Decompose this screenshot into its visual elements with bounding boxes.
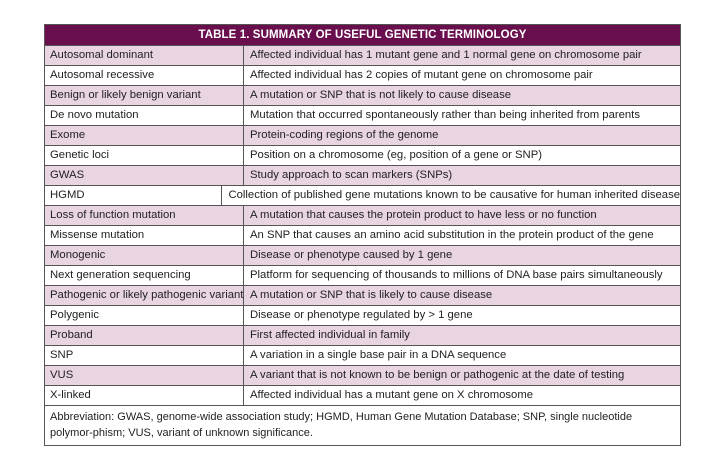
table-row: Polygenic Disease or phenotype regulated … xyxy=(45,305,680,325)
table-row: Pathogenic or likely pathogenic variant A… xyxy=(45,285,680,305)
table-row: Proband First affected individual in fami… xyxy=(45,325,680,345)
table-row: GWAS Study approach to scan markers (SNPs… xyxy=(45,165,680,185)
term-cell: X-linked xyxy=(45,386,244,405)
term-cell: Autosomal recessive xyxy=(45,66,244,85)
table-row: Genetic loci Position on a chromosome (eg… xyxy=(45,145,680,165)
definition-cell: Affected individual has 2 copies of muta… xyxy=(250,69,593,81)
definition-cell: Collection of published gene mutations k… xyxy=(228,189,680,201)
term-cell: GWAS xyxy=(45,166,244,185)
table-footnote: Abbreviation: GWAS, genome-wide associat… xyxy=(45,405,680,445)
term-cell: Exome xyxy=(45,126,244,145)
definition-cell: Platform for sequencing of thousands to … xyxy=(250,269,663,281)
table-title: TABLE 1. SUMMARY OF USEFUL GENETIC TERMI… xyxy=(45,25,680,45)
term-cell: Loss of function mutation xyxy=(45,206,244,225)
term-cell: SNP xyxy=(45,346,244,365)
table-row: SNP A variation in a single base pair in … xyxy=(45,345,680,365)
term-cell: Genetic loci xyxy=(45,146,244,165)
table-row: Autosomal dominant Affected individual ha… xyxy=(45,45,680,65)
definition-cell: Position on a chromosome (eg, position o… xyxy=(250,149,542,161)
definition-cell: Disease or phenotype regulated by > 1 ge… xyxy=(250,309,473,321)
definition-cell: Study approach to scan markers (SNPs) xyxy=(250,169,453,181)
table-row: Benign or likely benign variant A mutatio… xyxy=(45,85,680,105)
table-row: Loss of function mutation A mutation that… xyxy=(45,205,680,225)
definition-cell: A mutation that causes the protein produ… xyxy=(250,209,597,221)
table-row: Missense mutation An SNP that causes an a… xyxy=(45,225,680,245)
table-row: HGMD Collection of published gene mutatio… xyxy=(45,185,680,205)
term-cell: Monogenic xyxy=(45,246,244,265)
table-row: Exome Protein-coding regions of the genom… xyxy=(45,125,680,145)
definition-cell: Affected individual has a mutant gene on… xyxy=(250,389,534,401)
table-row: VUS A variant that is not known to be ben… xyxy=(45,365,680,385)
definition-cell: A variant that is not known to be benign… xyxy=(250,369,625,381)
term-cell: Pathogenic or likely pathogenic variant xyxy=(45,286,244,305)
table-row: Autosomal recessive Affected individual h… xyxy=(45,65,680,85)
table-row: Monogenic Disease or phenotype caused by … xyxy=(45,245,680,265)
definition-cell: A variation in a single base pair in a D… xyxy=(250,349,507,361)
table-row: De novo mutation Mutation that occurred s… xyxy=(45,105,680,125)
definition-cell: An SNP that causes an amino acid substit… xyxy=(250,229,654,241)
definition-cell: Protein-coding regions of the genome xyxy=(250,129,439,141)
table-row: X-linked Affected individual has a mutant… xyxy=(45,385,680,405)
term-cell: Next generation sequencing xyxy=(45,266,244,285)
definition-cell: Mutation that occurred spontaneously rat… xyxy=(250,109,640,121)
definition-cell: Affected individual has 1 mutant gene an… xyxy=(250,49,642,61)
term-cell: HGMD xyxy=(45,186,223,205)
term-cell: Autosomal dominant xyxy=(45,46,244,65)
definition-cell: A mutation or SNP that is not likely to … xyxy=(250,89,512,101)
term-cell: Proband xyxy=(45,326,244,345)
term-cell: VUS xyxy=(45,366,244,385)
table-row: Next generation sequencing Platform for s… xyxy=(45,265,680,285)
definition-cell: First affected individual in family xyxy=(250,329,410,341)
definition-cell: Disease or phenotype caused by 1 gene xyxy=(250,249,453,261)
term-cell: Benign or likely benign variant xyxy=(45,86,244,105)
term-cell: De novo mutation xyxy=(45,106,244,125)
definition-cell: A mutation or SNP that is likely to caus… xyxy=(250,289,493,301)
term-cell: Missense mutation xyxy=(45,226,244,245)
terminology-table: TABLE 1. SUMMARY OF USEFUL GENETIC TERMI… xyxy=(44,24,681,446)
term-cell: Polygenic xyxy=(45,306,244,325)
